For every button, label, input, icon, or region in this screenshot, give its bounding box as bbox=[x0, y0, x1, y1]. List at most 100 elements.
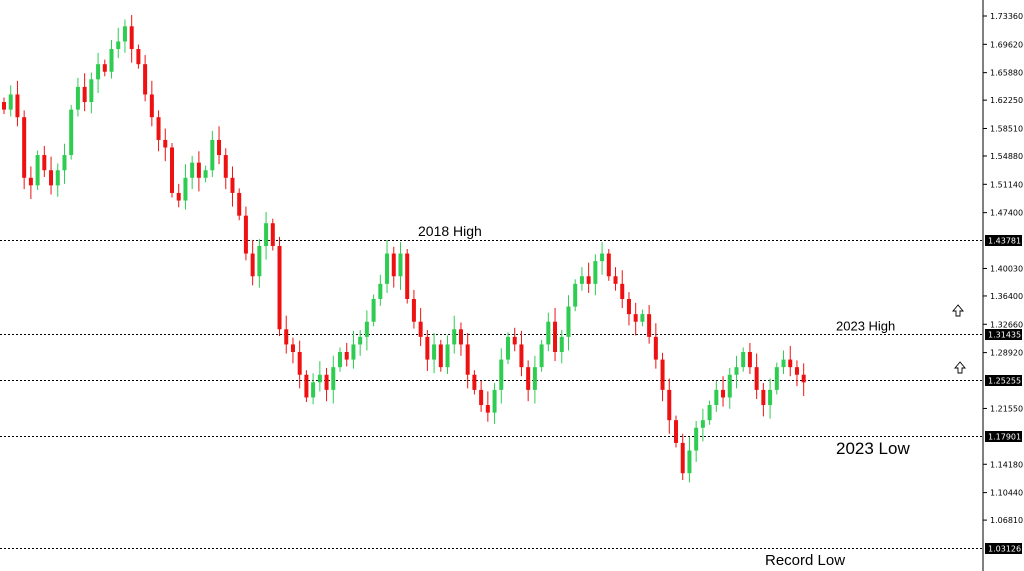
candle bbox=[640, 309, 645, 327]
candle bbox=[89, 72, 94, 114]
candle bbox=[143, 55, 148, 102]
candle bbox=[156, 110, 161, 152]
candle-body bbox=[754, 367, 759, 390]
candle-body bbox=[418, 321, 423, 337]
candle bbox=[311, 373, 316, 405]
candle bbox=[35, 150, 40, 190]
candle bbox=[358, 330, 363, 356]
candle bbox=[270, 218, 275, 251]
candle bbox=[667, 378, 672, 434]
candle bbox=[196, 151, 201, 192]
candle bbox=[149, 80, 154, 127]
candle bbox=[176, 183, 181, 208]
candle bbox=[116, 27, 121, 59]
candle-body bbox=[626, 298, 631, 315]
candle-body bbox=[432, 344, 437, 360]
candle-body bbox=[223, 155, 228, 178]
candle bbox=[183, 164, 188, 210]
candle bbox=[559, 330, 564, 364]
candle bbox=[418, 308, 423, 346]
candle-body bbox=[351, 344, 356, 360]
candle bbox=[237, 188, 242, 221]
candle bbox=[553, 308, 558, 362]
candle bbox=[727, 367, 732, 409]
candle bbox=[331, 355, 336, 404]
candle bbox=[674, 415, 678, 448]
candle-body bbox=[69, 109, 74, 156]
candle-body bbox=[210, 139, 215, 171]
candle-body bbox=[633, 314, 638, 322]
candle bbox=[284, 315, 289, 354]
candle-body bbox=[526, 367, 531, 390]
candle-body bbox=[290, 344, 295, 353]
candle-body bbox=[122, 26, 127, 42]
candle-body bbox=[721, 389, 726, 398]
candle-body bbox=[196, 162, 201, 178]
y-tick-label: 1.69620 bbox=[990, 40, 1023, 49]
candle-body bbox=[472, 374, 477, 390]
y-tick-label: 1.06810 bbox=[990, 516, 1023, 525]
candle-body bbox=[768, 389, 773, 406]
candle-body bbox=[311, 382, 316, 398]
candle-body bbox=[707, 405, 712, 421]
candle-body bbox=[600, 253, 605, 262]
candle bbox=[432, 333, 437, 374]
candle-body bbox=[136, 49, 141, 65]
y-tick-label: 1.14180 bbox=[990, 460, 1023, 469]
candle bbox=[761, 383, 766, 417]
candle-body bbox=[264, 223, 269, 246]
level-label: 1.31435 bbox=[988, 331, 1021, 340]
candle bbox=[647, 305, 652, 344]
candle bbox=[398, 242, 403, 290]
candle-body bbox=[75, 86, 80, 110]
y-tick-label: 1.28920 bbox=[990, 349, 1023, 358]
candle bbox=[203, 165, 208, 183]
candle-body bbox=[358, 336, 363, 345]
candle bbox=[109, 39, 114, 79]
candle bbox=[485, 391, 490, 422]
candle bbox=[411, 289, 416, 329]
candle-body bbox=[660, 359, 665, 390]
candle-body bbox=[438, 344, 443, 368]
candle-body bbox=[2, 102, 6, 110]
candle-body bbox=[506, 336, 510, 360]
candle bbox=[257, 239, 262, 288]
candle-body bbox=[546, 321, 551, 345]
candle bbox=[2, 97, 6, 115]
candle bbox=[277, 236, 282, 337]
candle bbox=[519, 330, 524, 377]
level-label-box bbox=[985, 235, 1022, 246]
y-tick-label: 1.47400 bbox=[990, 209, 1023, 218]
candle bbox=[653, 323, 658, 369]
candle bbox=[741, 347, 746, 372]
candle bbox=[566, 295, 571, 351]
candle bbox=[721, 376, 726, 407]
candle-body bbox=[338, 352, 342, 368]
candle bbox=[75, 77, 80, 117]
candle-body bbox=[458, 329, 463, 345]
candle-body bbox=[55, 170, 60, 186]
candle-body bbox=[452, 329, 457, 345]
candle-body bbox=[203, 170, 208, 178]
candle-body bbox=[559, 336, 564, 353]
level-label: 1.03126 bbox=[988, 545, 1021, 554]
candle bbox=[62, 143, 67, 184]
candle bbox=[55, 163, 60, 197]
candle bbox=[586, 262, 591, 293]
candle-body bbox=[613, 276, 618, 284]
candle-body bbox=[176, 192, 181, 201]
candles bbox=[2, 14, 806, 483]
horizontal-levels bbox=[0, 240, 983, 549]
candle-body bbox=[163, 139, 168, 148]
candle-body bbox=[183, 177, 188, 201]
level-label-box bbox=[985, 375, 1022, 386]
candle bbox=[42, 145, 47, 178]
candle-body bbox=[15, 94, 20, 118]
candle bbox=[82, 73, 87, 112]
annotation-label: 2023 High bbox=[836, 319, 895, 334]
candle bbox=[801, 363, 806, 396]
candle bbox=[170, 142, 174, 198]
y-tick-label: 1.36400 bbox=[990, 292, 1023, 301]
candle-body bbox=[465, 344, 470, 375]
candle bbox=[707, 400, 712, 425]
